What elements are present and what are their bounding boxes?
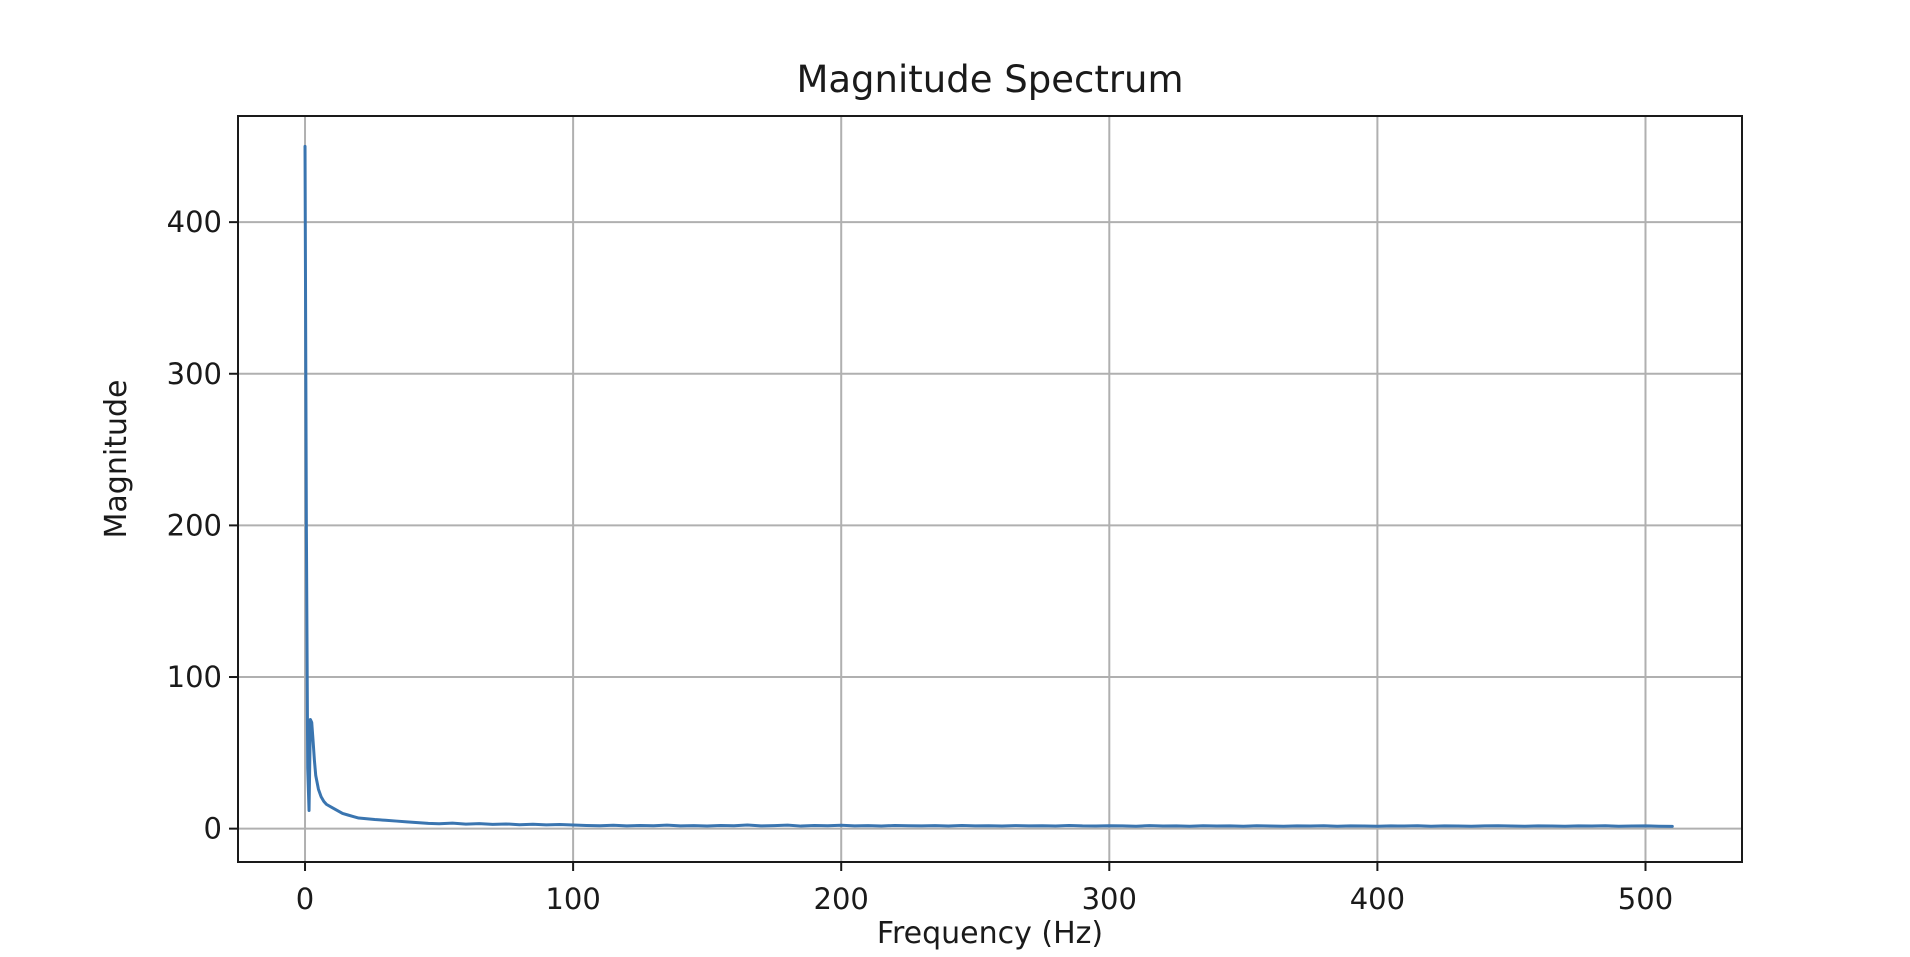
- x-tick-label: 0: [296, 882, 314, 916]
- y-tick-label: 400: [167, 205, 222, 239]
- x-tick-label: 500: [1618, 882, 1673, 916]
- chart-title: Magnitude Spectrum: [796, 58, 1183, 101]
- series-line-0: [303, 144, 1674, 828]
- axes-frame: [237, 115, 1743, 863]
- series-layer: [303, 144, 1674, 828]
- y-tick-label: 0: [204, 812, 222, 846]
- x-axis-label: Frequency (Hz): [877, 916, 1103, 951]
- y-tick-label: 100: [167, 660, 222, 694]
- x-tick-label: 100: [545, 882, 600, 916]
- x-tick-label: 300: [1082, 882, 1137, 916]
- y-tick-label: 200: [167, 508, 222, 542]
- ticks: 0 100 200 300 400 500 0 100 200 300 400: [167, 205, 1674, 916]
- grid-lines: [238, 116, 1742, 862]
- x-tick-label: 400: [1350, 882, 1405, 916]
- x-tick-label: 200: [814, 882, 869, 916]
- y-axis-label: Magnitude: [99, 380, 134, 539]
- y-tick-label: 300: [167, 357, 222, 391]
